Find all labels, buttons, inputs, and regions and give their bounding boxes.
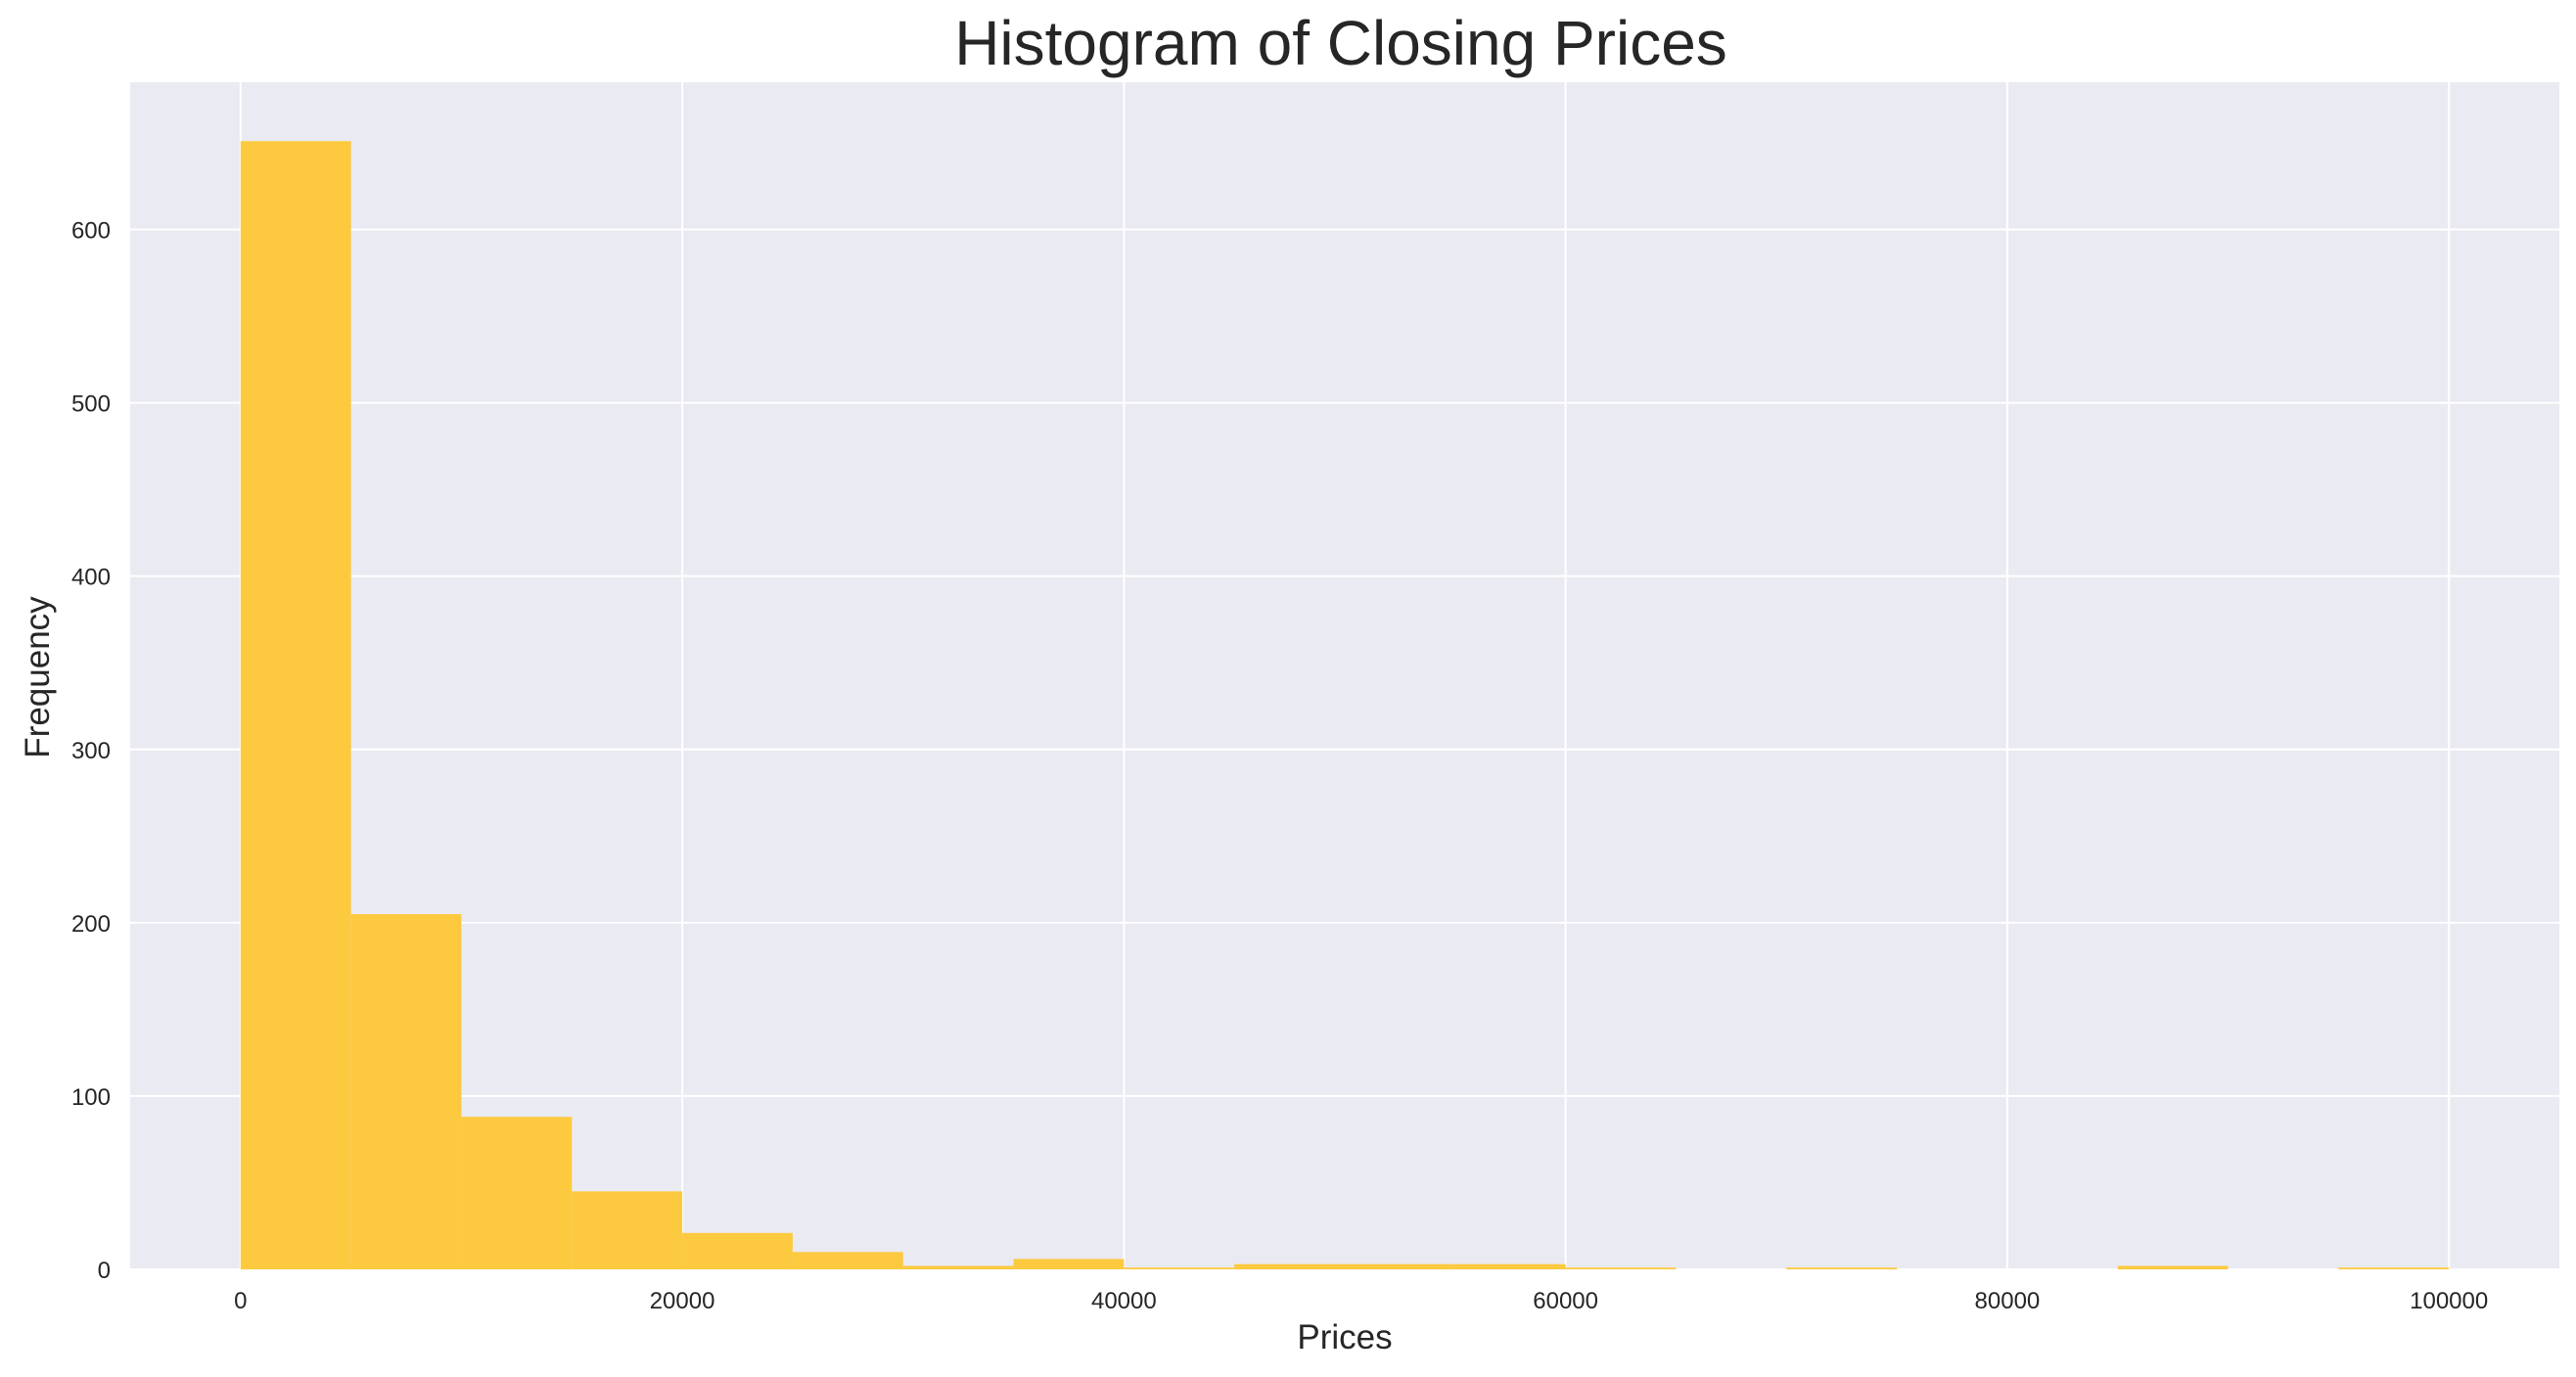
histogram-bar: [792, 1252, 903, 1269]
histogram-bar: [682, 1232, 793, 1269]
x-tick-label: 80000: [1975, 1288, 2041, 1314]
histogram-bar: [1786, 1267, 1898, 1269]
histogram-bar: [1345, 1263, 1455, 1269]
histogram-bar: [350, 913, 462, 1269]
x-tick-label: 60000: [1533, 1288, 1598, 1314]
histogram-bars: [240, 141, 2450, 1270]
histogram-bar: [2117, 1265, 2229, 1269]
histogram-bar: [461, 1117, 573, 1269]
x-tick-label: 20000: [650, 1288, 715, 1314]
x-tick-label: 0: [234, 1288, 247, 1314]
histogram-bar: [1454, 1263, 1566, 1269]
y-tick-label: 300: [71, 738, 111, 764]
x-axis-ticks: 0 20000 40000 60000 80000 100000: [234, 1288, 2488, 1314]
x-axis-label: Prices: [1297, 1318, 1392, 1356]
y-tick-label: 100: [71, 1084, 111, 1111]
y-tick-label: 0: [98, 1258, 111, 1284]
histogram-bar: [572, 1191, 683, 1269]
y-axis-label: Frequency: [19, 596, 57, 758]
histogram-bar: [1565, 1267, 1677, 1269]
y-axis-ticks: 0 100 200 300 400 500 600: [71, 218, 111, 1284]
y-tick-label: 200: [71, 911, 111, 938]
histogram-bar: [2338, 1267, 2450, 1269]
grid-lines: [130, 82, 2559, 1270]
y-tick-label: 600: [71, 218, 111, 245]
y-tick-label: 500: [71, 391, 111, 418]
histogram-bar: [1234, 1263, 1345, 1269]
y-tick-label: 400: [71, 565, 111, 591]
histogram-bar: [240, 141, 351, 1270]
histogram-bar: [902, 1265, 1014, 1269]
histogram-bar: [1124, 1267, 1235, 1269]
chart-title: Histogram of Closing Prices: [954, 8, 1727, 78]
histogram-bar: [1013, 1259, 1125, 1269]
x-tick-label: 40000: [1091, 1288, 1157, 1314]
x-tick-label: 100000: [2410, 1288, 2488, 1314]
plot-area: [130, 82, 2559, 1269]
